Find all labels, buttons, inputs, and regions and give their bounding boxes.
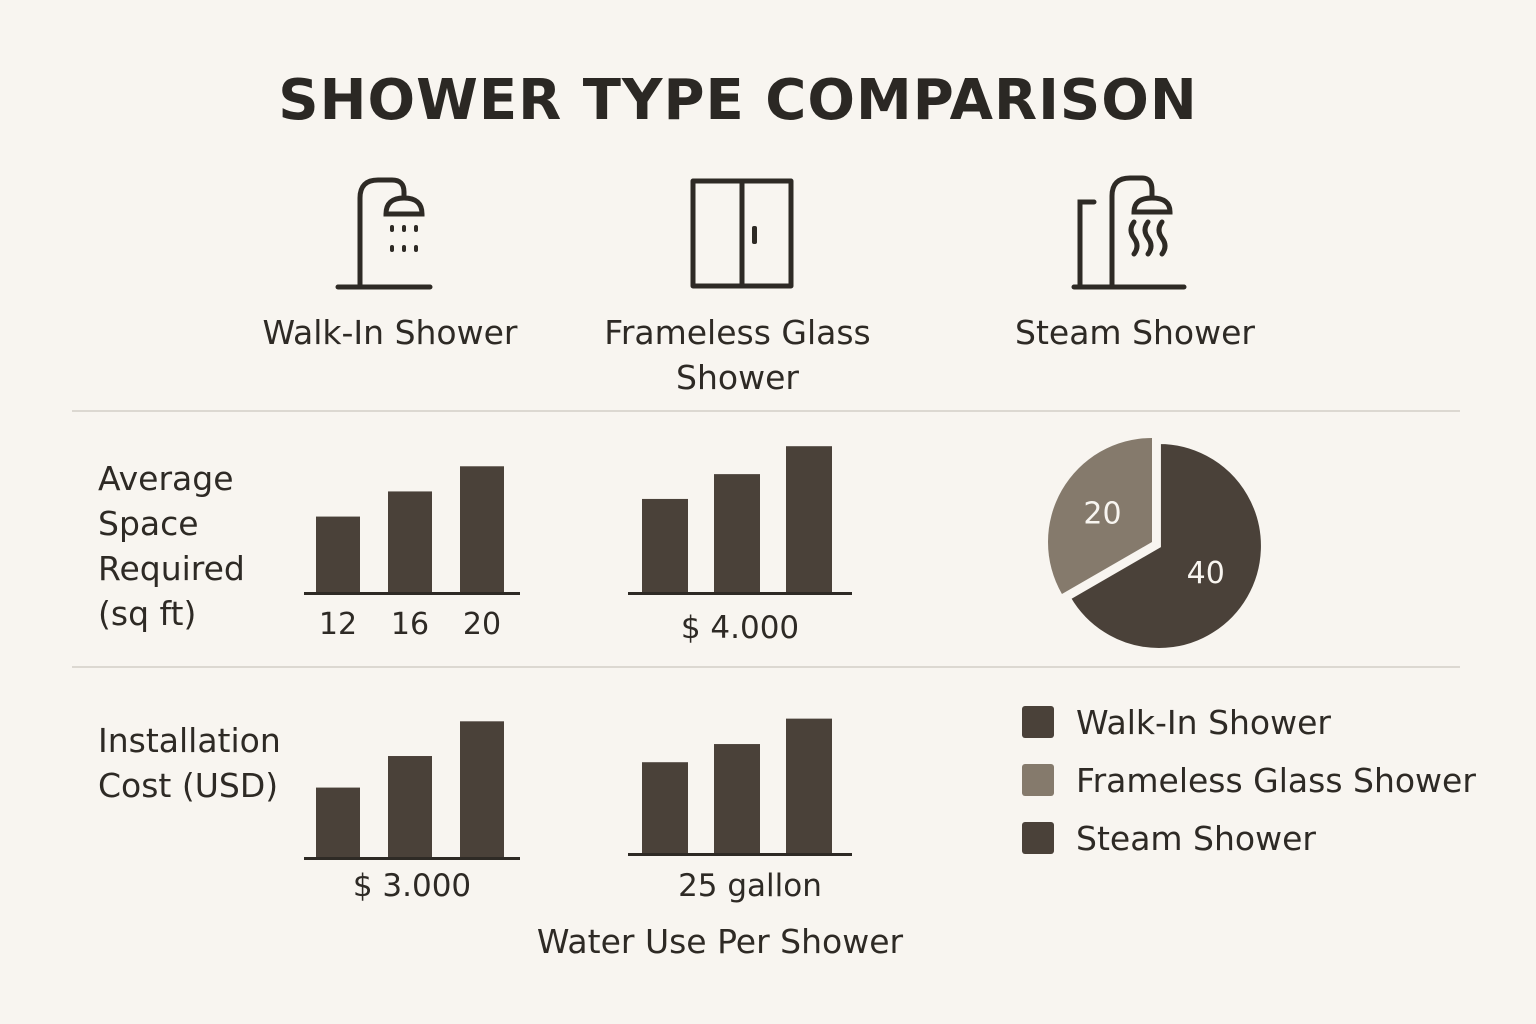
row-label-cost: Installation Cost (USD)	[98, 721, 281, 805]
divider-top	[72, 410, 1460, 412]
pie-label-frameless: 20	[1083, 496, 1121, 531]
bar-2	[786, 446, 832, 592]
bar-1	[714, 744, 760, 853]
bar-0	[642, 498, 688, 592]
chart-caption-cost: $ 3.000	[352, 868, 472, 904]
legend-item-frameless: Frameless Glass Shower	[1022, 758, 1476, 802]
legend-swatch-frameless	[1022, 764, 1054, 796]
legend: Walk-In Shower Frameless Glass Shower St…	[1022, 700, 1476, 860]
bar-0	[642, 762, 688, 853]
bar-chart-water	[628, 718, 852, 856]
walk-in-shower-icon	[335, 177, 433, 290]
bar-1	[714, 474, 760, 592]
bar-2	[786, 718, 832, 853]
glass-door-icon	[690, 178, 794, 289]
bar-0	[316, 787, 360, 857]
bar-1	[388, 756, 432, 857]
bar-0	[316, 516, 360, 592]
tick-label-1: 16	[391, 607, 429, 642]
legend-item-walk-in: Walk-In Shower	[1022, 700, 1476, 744]
legend-swatch-steam	[1022, 822, 1054, 854]
legend-label-frameless: Frameless Glass Shower	[1076, 760, 1476, 800]
legend-label-steam: Steam Shower	[1076, 818, 1316, 858]
chart-caption-frameless: $ 4.000	[680, 610, 800, 646]
type-label-walk-in: Walk-In Shower	[262, 313, 518, 352]
pie-label-steam: 40	[1187, 556, 1225, 591]
legend-swatch-walk-in	[1022, 706, 1054, 738]
tick-label-2: 20	[463, 607, 501, 642]
page-title: SHOWER TYPE COMPARISON	[278, 68, 1198, 133]
bar-chart-cost	[304, 721, 520, 860]
bar-1	[388, 491, 432, 592]
steam-shower-icon	[1071, 175, 1187, 290]
legend-label-walk-in: Walk-In Shower	[1076, 702, 1331, 742]
row-label-space: Average Space Required (sq ft)	[98, 459, 245, 633]
divider-middle	[72, 666, 1460, 668]
legend-item-steam: Steam Shower	[1022, 816, 1476, 860]
type-label-steam: Steam Shower	[1015, 313, 1255, 352]
bar-2	[460, 466, 504, 592]
chart-caption-water: 25 gallon	[678, 868, 822, 904]
pie-slice-frameless	[1048, 438, 1152, 594]
bar-chart-space: 12 16 20	[304, 466, 520, 642]
tick-label-0: 12	[319, 607, 357, 642]
type-label-frameless: Frameless Glass Shower	[604, 313, 871, 397]
bar-2	[460, 721, 504, 857]
pie-slice-steam	[1066, 439, 1265, 652]
chart-subcaption-water: Water Use Per Shower	[536, 922, 904, 961]
bar-chart-frameless	[628, 446, 852, 595]
